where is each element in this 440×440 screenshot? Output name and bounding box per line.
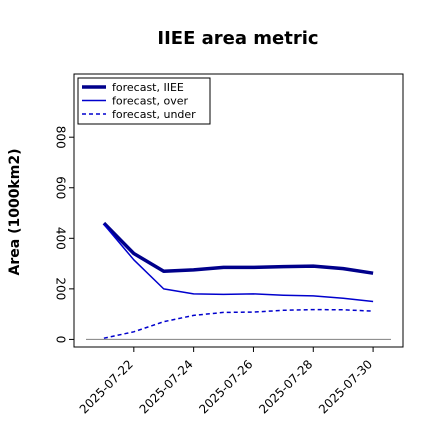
legend-label-1: forecast, over — [112, 95, 188, 108]
x-tick-label: 2025-07-26 — [196, 357, 255, 416]
y-tick-label: 600 — [54, 176, 68, 199]
x-tick-label: 2025-07-30 — [316, 357, 375, 416]
legend-label-2: forecast, under — [112, 108, 196, 121]
y-tick-label: 0 — [54, 336, 68, 344]
chart-title: IIEE area metric — [157, 28, 318, 49]
plot-area — [73, 73, 404, 348]
series-line-1 — [103, 223, 374, 303]
legend-label-0: forecast, IIEE — [112, 81, 184, 94]
series-line-0 — [102, 221, 374, 275]
x-tick-label: 2025-07-28 — [256, 357, 315, 416]
y-tick-label: 400 — [54, 227, 68, 250]
series-line-2 — [103, 308, 374, 339]
y-tick-label: 200 — [54, 277, 68, 300]
x-tick-label: 2025-07-22 — [77, 357, 136, 416]
y-axis-label: Area (1000km2) — [7, 149, 23, 276]
x-tick-label: 2025-07-24 — [137, 357, 196, 416]
y-tick-label: 800 — [54, 126, 68, 149]
